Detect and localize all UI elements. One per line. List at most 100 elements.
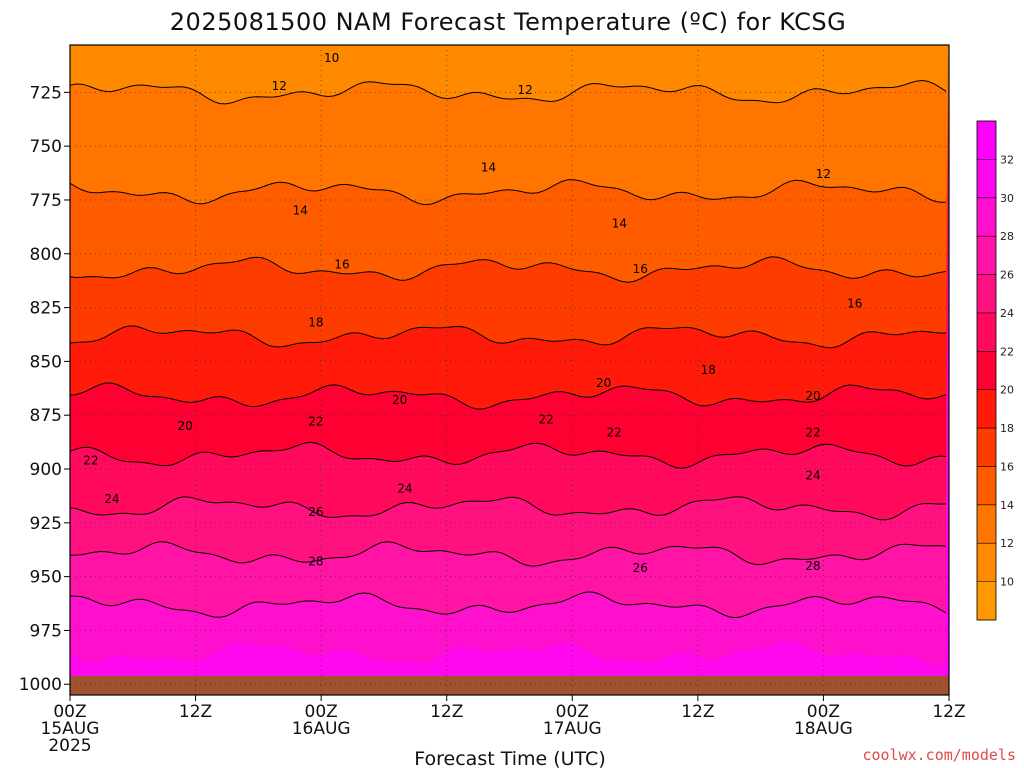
contour-label-26: 26 — [633, 561, 648, 575]
colorbar-label-10: 10 — [1000, 576, 1014, 589]
contour-label-28: 28 — [308, 555, 323, 569]
contour-label-16: 16 — [847, 296, 862, 310]
y-tick-label-775: 775 — [30, 191, 62, 211]
colorbar-swatch-11 — [977, 159, 996, 199]
contour-label-26: 26 — [308, 505, 323, 519]
y-tick-label-950: 950 — [30, 568, 62, 588]
colorbar-swatch-7 — [977, 312, 996, 352]
colorbar-swatch-6 — [977, 351, 996, 391]
contour-label-16: 16 — [334, 258, 349, 272]
contour-line-22 — [70, 441, 947, 469]
colorbar-swatch-10 — [977, 197, 996, 237]
y-axis-ticks: 725 750 775 800 825 850 875 900 925 950 975 1000 — [19, 83, 70, 695]
x-tick-label-0-3: 2025 — [48, 736, 91, 756]
contour-line-28 — [70, 591, 947, 619]
x-axis-label: Forecast Time (UTC) — [414, 748, 605, 768]
contour-line-20 — [70, 382, 947, 410]
contour-line-24 — [70, 496, 947, 521]
colorbar-label-18: 18 — [1000, 422, 1014, 435]
x-tick-label-48-1: 00Z — [556, 702, 589, 722]
colorbar-label-24: 24 — [1000, 307, 1014, 320]
colorbar-label-22: 22 — [1000, 345, 1014, 358]
contour-label-28: 28 — [805, 559, 820, 573]
colorbar-label-16: 16 — [1000, 460, 1014, 473]
y-tick-label-750: 750 — [30, 137, 62, 157]
contour-label-24: 24 — [104, 492, 119, 506]
colorbar-label-28: 28 — [1000, 230, 1014, 243]
y-tick-label-900: 900 — [30, 460, 62, 480]
contour-label-22: 22 — [607, 425, 622, 439]
colorbar-label-20: 20 — [1000, 384, 1014, 397]
colorbar-swatch-5 — [977, 389, 996, 429]
colorbar-label-30: 30 — [1000, 192, 1014, 205]
contour-line-14 — [70, 179, 946, 206]
colorbar-label-14: 14 — [1000, 499, 1014, 512]
temperature-bands — [70, 45, 949, 695]
colorbar-swatch-8 — [977, 274, 996, 314]
ground-surface — [70, 676, 949, 695]
x-tick-label-72-1: 00Z — [807, 702, 840, 722]
contour-label-18: 18 — [308, 316, 323, 330]
plot-frame — [69, 44, 950, 696]
colorbar-swatch-9 — [977, 236, 996, 276]
contour-label-14: 14 — [612, 217, 627, 231]
colorbar-swatch-0 — [977, 581, 996, 621]
colorbar-swatch-1 — [977, 543, 996, 583]
x-tick-label-48-2: 17AUG — [543, 719, 602, 739]
contour-line-26 — [70, 541, 947, 567]
contour-label-20: 20 — [392, 393, 407, 407]
x-tick-label-24-2: 16AUG — [292, 719, 351, 739]
contour-label-14: 14 — [293, 204, 308, 218]
x-tick-label-84-1: 12Z — [932, 702, 965, 722]
contour-label-12: 12 — [518, 83, 533, 97]
contour-label-24: 24 — [805, 468, 820, 482]
x-tick-label-72-2: 18AUG — [794, 719, 853, 739]
colorbar-label-12: 12 — [1000, 537, 1014, 550]
contour-line-12 — [70, 79, 947, 105]
credit-text: coolwx.com/models — [862, 746, 1016, 764]
contour-label-22: 22 — [805, 425, 820, 439]
colorbar-label-32: 32 — [1000, 153, 1014, 166]
contour-label-24: 24 — [397, 481, 412, 495]
colorbar-frame — [976, 120, 997, 621]
contour-labels: 10 12 12 12 14 14 14 16 16 16 18 18 20 20 20 20 22 22 22 22… — [83, 51, 862, 575]
colorbar-swatch-3 — [977, 466, 996, 506]
x-tick-label-0-2: 15AUG — [41, 719, 100, 739]
y-tick-label-850: 850 — [30, 352, 62, 372]
contour-line-18 — [70, 325, 947, 349]
contour-label-22: 22 — [308, 415, 323, 429]
band-lt-12 — [70, 45, 949, 104]
contour-lines — [70, 79, 947, 619]
y-tick-label-925: 925 — [30, 514, 62, 534]
grid-lines — [70, 45, 949, 695]
y-tick-label-975: 975 — [30, 621, 62, 641]
contour-label-20: 20 — [177, 419, 192, 433]
y-tick-label-875: 875 — [30, 406, 62, 426]
x-tick-label-60-1: 12Z — [681, 702, 714, 722]
y-tick-label-825: 825 — [30, 299, 62, 319]
contour-line-16 — [70, 256, 947, 283]
y-tick-label-725: 725 — [30, 83, 62, 103]
contour-label-16: 16 — [633, 262, 648, 276]
x-tick-label-12-1: 12Z — [179, 702, 212, 722]
contour-label-12: 12 — [816, 167, 831, 181]
plot-area — [70, 45, 949, 695]
colorbar-swatch-12 — [977, 121, 996, 160]
colorbar-swatch-2 — [977, 504, 996, 544]
colorbar-swatch-4 — [977, 428, 996, 467]
contour-label-20: 20 — [596, 376, 611, 390]
contour-label-10: 10 — [324, 51, 339, 65]
y-tick-label-1000: 1000 — [19, 675, 62, 695]
x-tick-label-0-1: 00Z — [53, 702, 86, 722]
colorbar-label-26: 26 — [1000, 269, 1014, 282]
contour-label-22: 22 — [83, 453, 98, 467]
x-tick-label-24-1: 00Z — [305, 702, 338, 722]
contour-label-18: 18 — [701, 363, 716, 377]
x-tick-label-36-1: 12Z — [430, 702, 463, 722]
y-tick-label-800: 800 — [30, 245, 62, 265]
contour-label-20: 20 — [805, 389, 820, 403]
contour-label-12: 12 — [272, 79, 287, 93]
chart-title: 2025081500 NAM Forecast Temperature (ºC)… — [170, 8, 846, 36]
colorbar: 10 12 14 16 18 20 22 24 26 28 30 32 — [976, 120, 1014, 621]
